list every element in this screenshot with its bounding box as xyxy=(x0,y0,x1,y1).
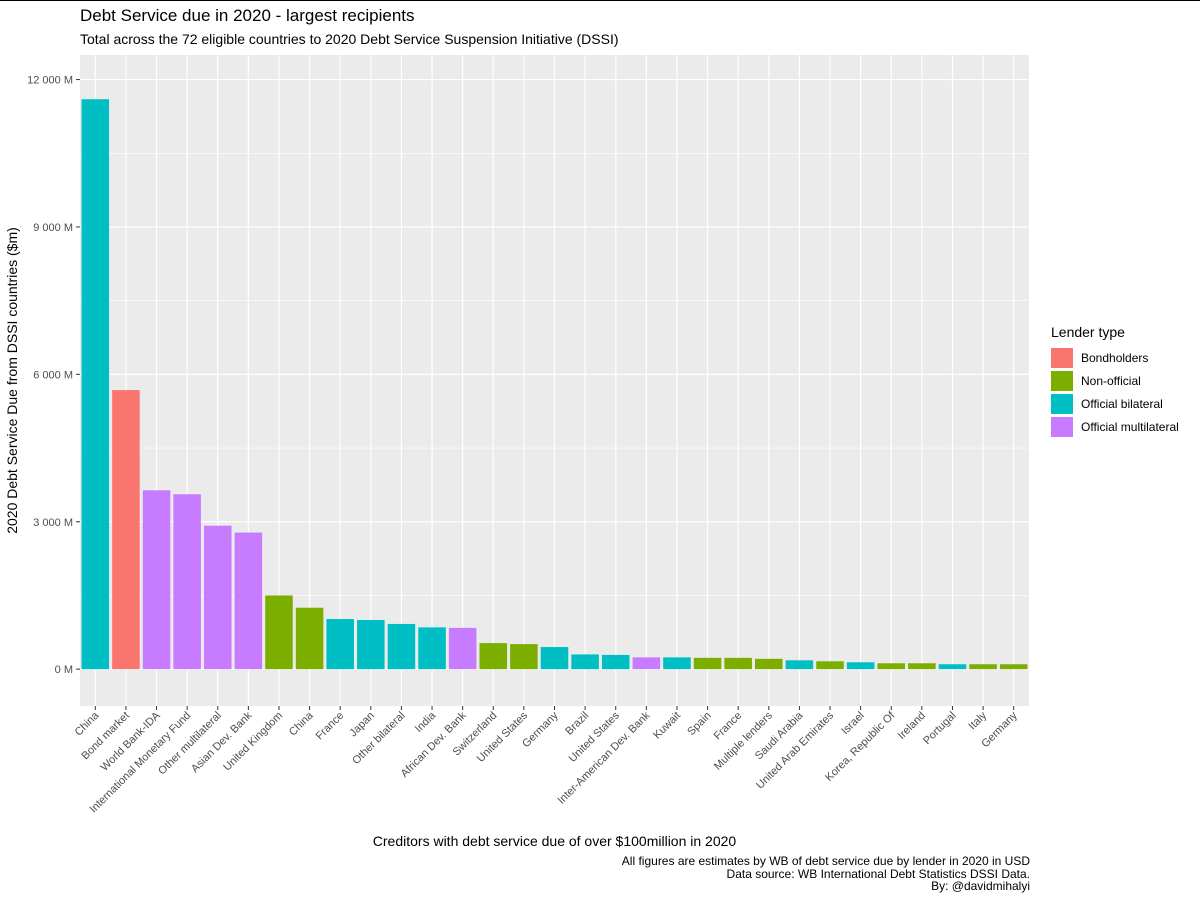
x-tick-label: Kuwait xyxy=(651,710,683,742)
x-tick-label: India xyxy=(413,709,439,735)
bar xyxy=(601,654,630,670)
caption-line: By: @davidmihalyi xyxy=(931,879,1030,893)
caption-line: All figures are estimates by WB of debt … xyxy=(621,854,1030,868)
bar xyxy=(234,532,263,670)
bar xyxy=(571,654,599,670)
x-axis-title: Creditors with debt service due of over … xyxy=(373,833,737,849)
x-tick-label: Italy xyxy=(966,709,989,732)
bar xyxy=(755,658,783,670)
legend-title: Lender type xyxy=(1051,324,1125,340)
legend-swatch-official-multilateral xyxy=(1051,416,1073,437)
chart-subtitle: Total across the 72 eligible countries t… xyxy=(80,31,619,47)
x-tick-label: France xyxy=(314,710,347,743)
bar xyxy=(173,494,201,670)
bar xyxy=(999,664,1028,670)
legend-swatch-bondholders xyxy=(1051,347,1073,368)
bar xyxy=(479,643,508,670)
legend-item-non-official: Non-official xyxy=(1051,369,1179,392)
bar xyxy=(387,623,416,670)
bar xyxy=(510,644,538,670)
bar xyxy=(693,657,722,670)
caption: All figures are estimates by WB of debt … xyxy=(622,855,1030,893)
bar xyxy=(877,663,906,670)
top-border xyxy=(0,0,1200,1)
legend-label: Bondholders xyxy=(1081,350,1149,365)
bar xyxy=(663,657,691,670)
bar xyxy=(448,627,477,670)
bar xyxy=(295,607,324,670)
bar xyxy=(969,664,997,670)
bar xyxy=(816,661,844,670)
bar xyxy=(724,657,752,670)
y-tick-label: 6 000 M xyxy=(33,369,73,381)
legend-label: Non-official xyxy=(1081,373,1141,388)
x-tick-label: Brazil xyxy=(563,710,591,738)
y-axis-title: 2020 Debt Service Due from DSSI countrie… xyxy=(4,227,20,534)
x-tick-label: Spain xyxy=(685,710,713,738)
y-tick-label: 9 000 M xyxy=(33,222,73,234)
bar xyxy=(326,619,354,670)
bar xyxy=(846,662,875,670)
bar xyxy=(203,525,232,670)
y-tick-label: 12 000 M xyxy=(27,75,73,87)
y-tick-label: 3 000 M xyxy=(33,517,73,529)
bar xyxy=(142,490,171,670)
caption-line: Data source: WB International Debt Stati… xyxy=(726,866,1030,881)
chart-title: Debt Service due in 2020 - largest recip… xyxy=(80,6,415,25)
x-tick-label: China xyxy=(73,709,102,738)
bar xyxy=(938,664,967,670)
legend-swatch-official-bilateral xyxy=(1051,393,1073,414)
legend-label: Official bilateral xyxy=(1081,396,1163,411)
legend-item-official-multilateral: Official multilateral xyxy=(1051,415,1179,438)
bar xyxy=(632,657,661,670)
legend: Lender type Bondholders Non-official Off… xyxy=(1051,324,1179,438)
bar xyxy=(540,647,569,670)
y-tick-label: 0 M xyxy=(55,664,73,676)
legend-item-official-bilateral: Official bilateral xyxy=(1051,392,1179,415)
bar xyxy=(418,627,446,670)
bar xyxy=(908,663,936,670)
legend-swatch-non-official xyxy=(1051,370,1073,391)
bar xyxy=(112,390,140,670)
bar xyxy=(357,620,385,670)
x-tick-label: Israel xyxy=(839,710,867,738)
x-tick-label: China xyxy=(287,709,316,738)
x-tick-label: Portugal xyxy=(921,710,958,747)
bar xyxy=(265,595,293,670)
bar xyxy=(785,660,814,670)
legend-label: Official multilateral xyxy=(1081,419,1179,434)
legend-item-bondholders: Bondholders xyxy=(1051,346,1179,369)
bar xyxy=(81,99,110,670)
